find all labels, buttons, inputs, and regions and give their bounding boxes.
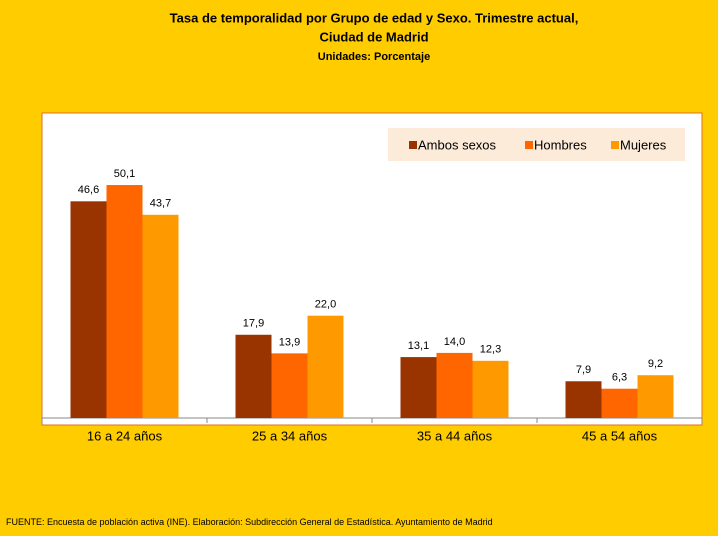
bar — [400, 357, 437, 418]
value-label: 46,6 — [78, 184, 99, 196]
chart-subtitle: Unidades: Porcentaje — [318, 51, 430, 63]
legend-swatch — [525, 141, 533, 149]
legend-swatch — [611, 141, 619, 149]
bar — [601, 388, 638, 418]
bar — [106, 185, 143, 418]
bar — [271, 353, 308, 418]
value-label: 43,7 — [150, 198, 171, 210]
x-tick-label: 45 a 54 años — [582, 428, 658, 443]
value-label: 9,2 — [648, 358, 663, 370]
value-label: 13,1 — [408, 340, 429, 352]
bar — [142, 214, 179, 418]
chart-title: Tasa de temporalidad por Grupo de edad y… — [170, 10, 579, 25]
bar — [565, 381, 602, 418]
bar — [436, 352, 473, 418]
source-note: FUENTE: Encuesta de población activa (IN… — [6, 517, 493, 527]
legend-label: Ambos sexos — [418, 137, 497, 152]
bar — [235, 334, 272, 418]
bar — [637, 375, 674, 418]
x-tick-label: 16 a 24 años — [87, 428, 163, 443]
chart-title: Ciudad de Madrid — [319, 29, 428, 44]
x-tick-label: 25 a 34 años — [252, 428, 328, 443]
bar — [472, 360, 509, 418]
legend-label: Hombres — [534, 137, 587, 152]
value-label: 13,9 — [279, 336, 300, 348]
x-tick-label: 35 a 44 años — [417, 428, 493, 443]
value-label: 22,0 — [315, 299, 336, 311]
value-label: 7,9 — [576, 364, 591, 376]
value-label: 12,3 — [480, 344, 501, 356]
legend-swatch — [409, 141, 417, 149]
legend — [388, 128, 685, 161]
legend-label: Mujeres — [620, 137, 667, 152]
value-label: 17,9 — [243, 318, 264, 330]
value-label: 50,1 — [114, 168, 135, 180]
bar — [307, 315, 344, 418]
bar — [70, 201, 107, 418]
value-label: 14,0 — [444, 336, 465, 348]
value-label: 6,3 — [612, 372, 627, 384]
